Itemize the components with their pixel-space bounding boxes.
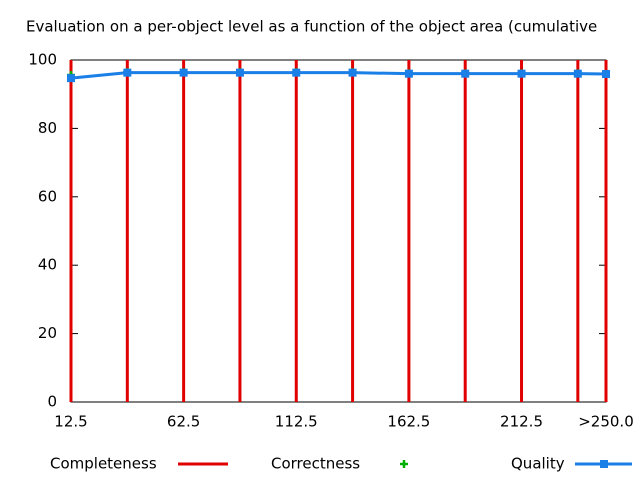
legend-label: Correctness bbox=[271, 455, 360, 473]
x-tick-label: 62.5 bbox=[167, 413, 200, 431]
y-tick-label: 60 bbox=[38, 187, 57, 205]
y-tick-label: 20 bbox=[38, 324, 57, 342]
x-tick-label: >250.0 bbox=[578, 413, 634, 431]
point bbox=[123, 68, 132, 77]
y-tick-label: 0 bbox=[47, 393, 57, 411]
point bbox=[292, 68, 301, 77]
y-tick-label: 100 bbox=[28, 51, 57, 69]
point bbox=[404, 69, 413, 78]
point bbox=[235, 68, 244, 77]
point bbox=[179, 68, 188, 77]
legend-label: Completeness bbox=[50, 455, 157, 473]
line bbox=[70, 71, 607, 80]
x-tick-label: 12.5 bbox=[54, 413, 87, 431]
x-tick-label: 112.5 bbox=[275, 413, 318, 431]
point bbox=[348, 68, 357, 77]
legend-label: Quality bbox=[511, 455, 565, 473]
y-tick-label: 40 bbox=[38, 256, 57, 274]
x-tick-label: 212.5 bbox=[500, 413, 543, 431]
plot-frame bbox=[70, 59, 607, 403]
point bbox=[67, 74, 75, 83]
point bbox=[573, 69, 582, 78]
chart-title: Evaluation on a per-object level as a fu… bbox=[26, 18, 597, 36]
x-tick-label: 162.5 bbox=[387, 413, 430, 431]
point bbox=[517, 69, 526, 78]
point bbox=[461, 69, 470, 78]
point bbox=[602, 70, 610, 79]
legend-swatch bbox=[400, 460, 408, 468]
y-tick-label: 80 bbox=[38, 119, 57, 137]
legend-swatch bbox=[600, 460, 608, 468]
